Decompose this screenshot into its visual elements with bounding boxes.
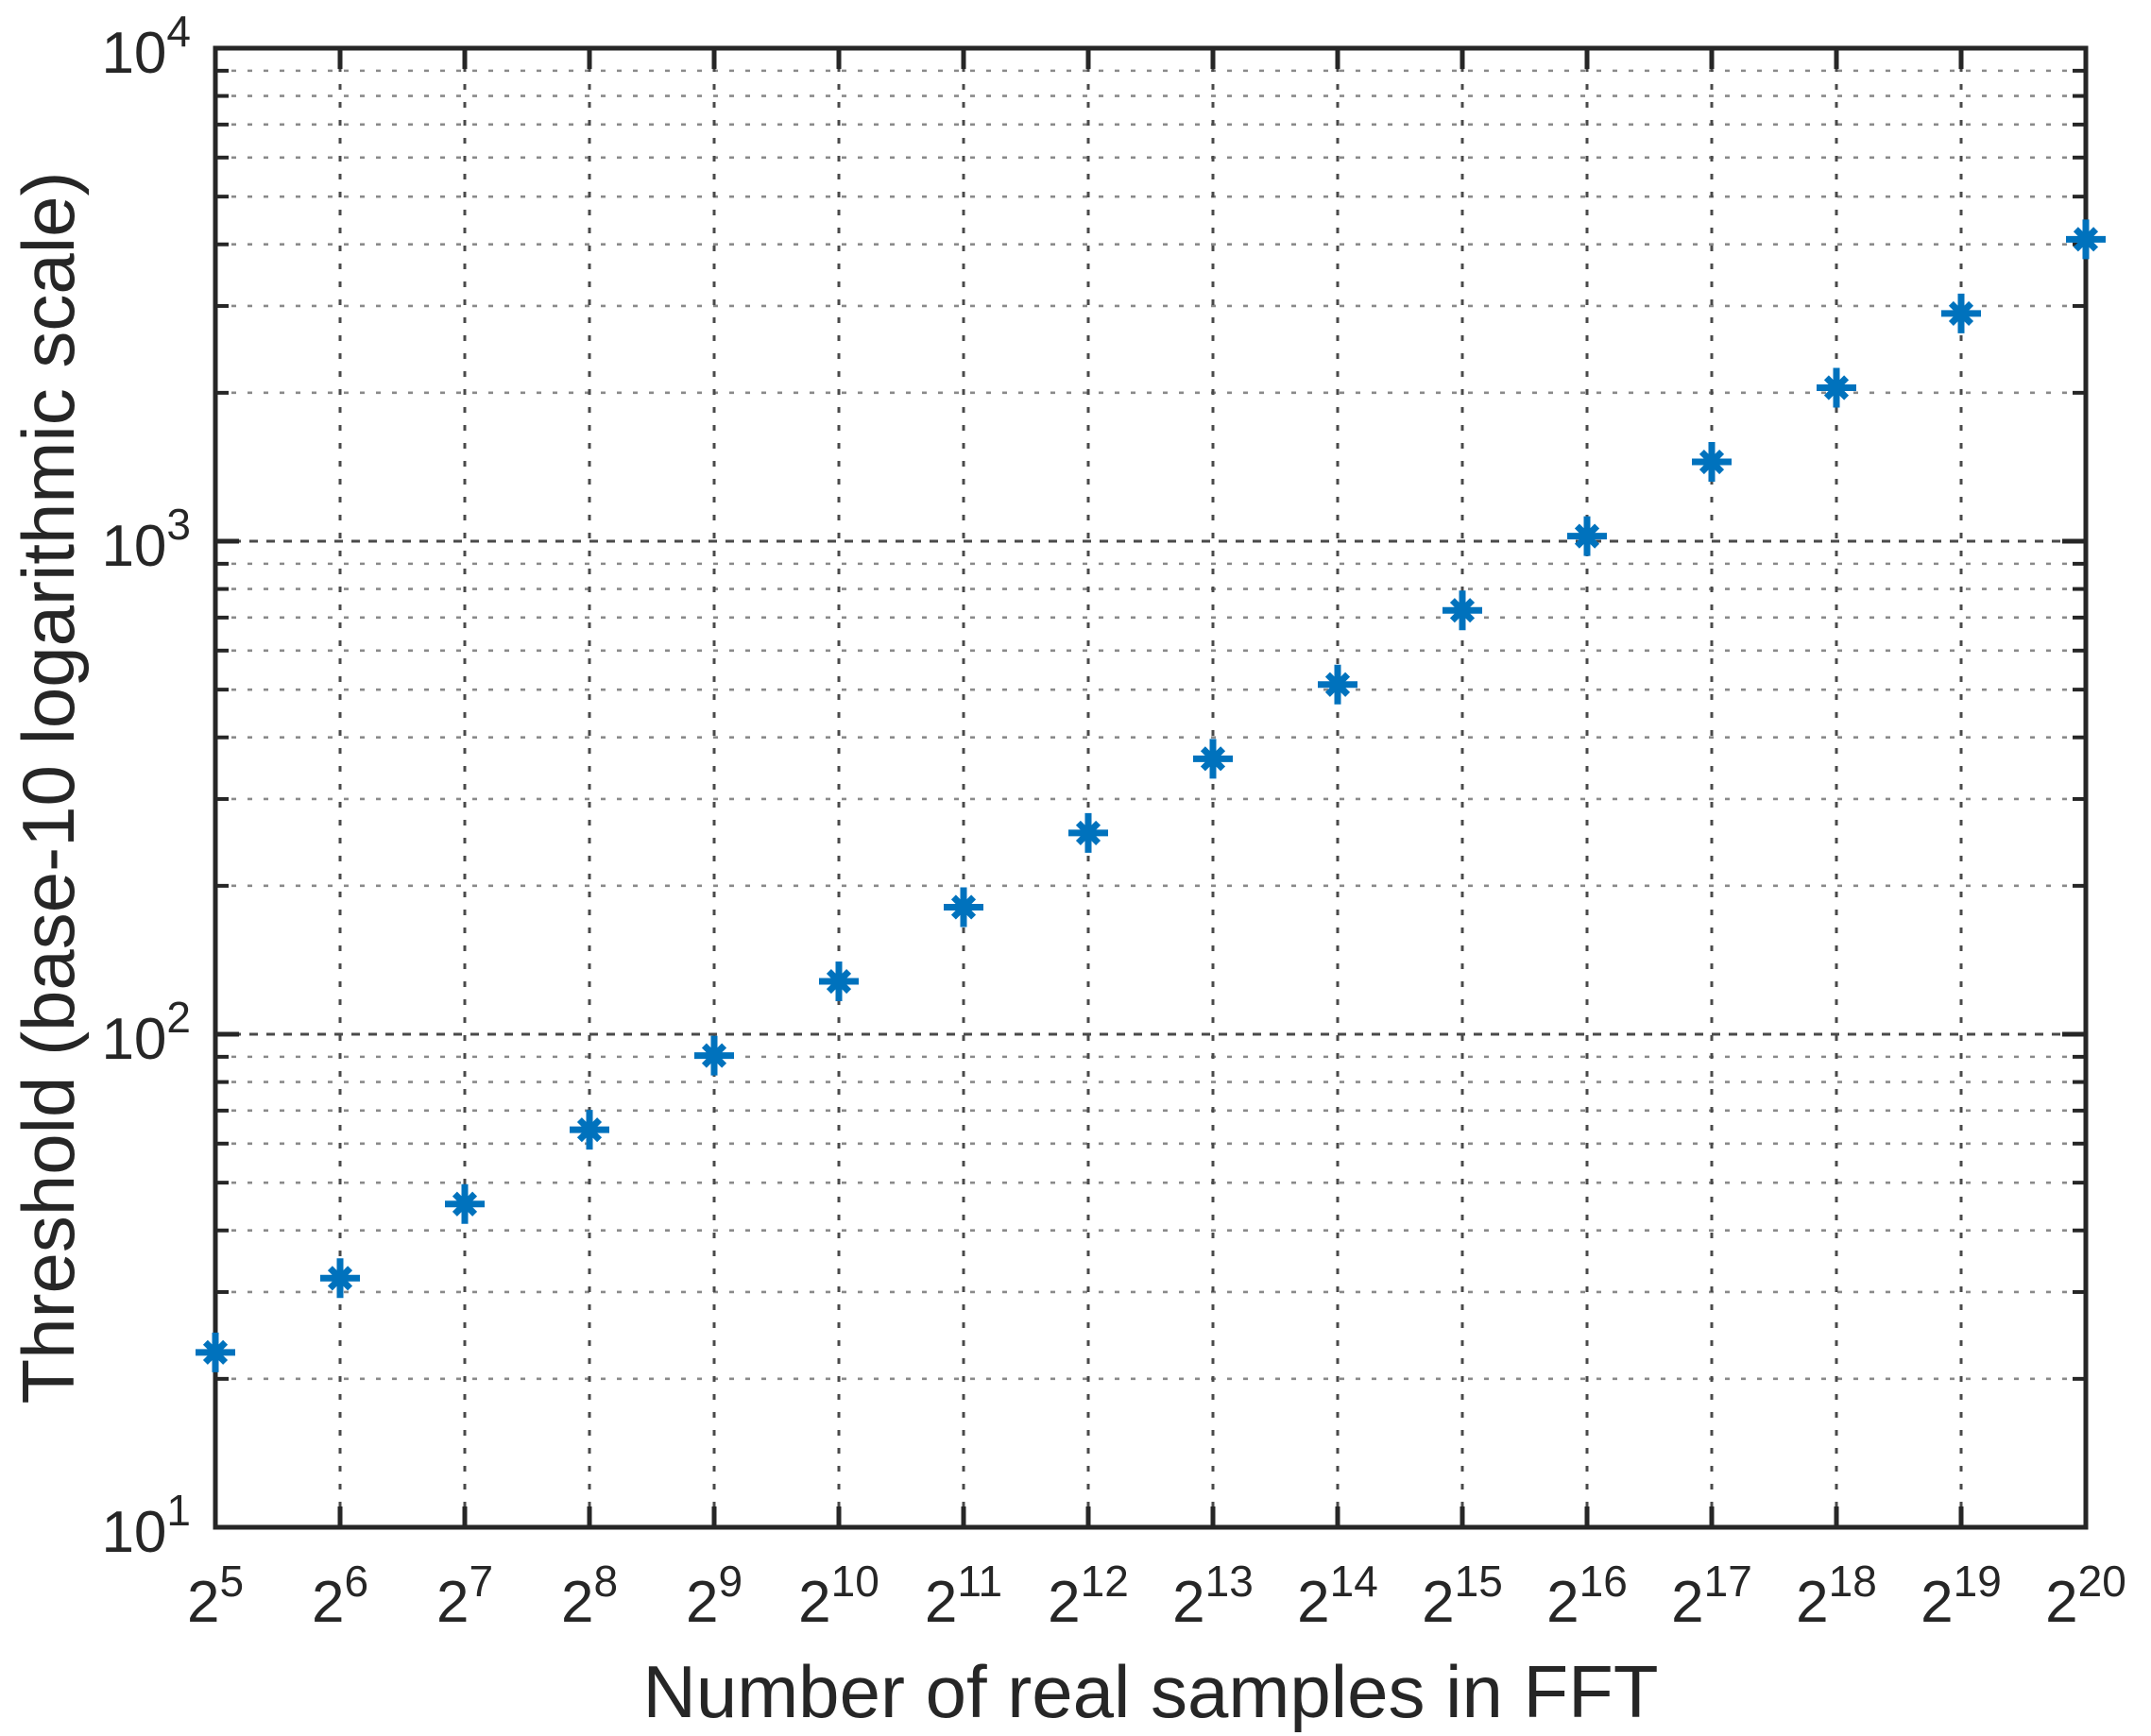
y-tick-label: 104 <box>101 7 191 86</box>
x-tick-label: 214 <box>1297 1557 1378 1635</box>
y-tick-label: 103 <box>101 500 191 579</box>
data-points <box>196 219 2106 1372</box>
x-tick-label: 220 <box>2045 1557 2126 1635</box>
x-axis-label: Number of real samples in FFT <box>643 1650 1659 1733</box>
minor-gridlines <box>215 69 2086 1381</box>
x-tick-label: 26 <box>312 1557 368 1635</box>
data-point <box>694 1035 734 1076</box>
data-point <box>1193 739 1233 779</box>
data-point <box>196 1332 235 1372</box>
x-tick-label: 217 <box>1671 1557 1752 1635</box>
x-tick-label: 211 <box>925 1557 1002 1635</box>
x-tick-label: 215 <box>1422 1557 1503 1635</box>
data-point <box>1068 812 1108 853</box>
y-tick-labels: 101 102 103 104 <box>101 7 191 1565</box>
y-tick-label: 101 <box>101 1486 191 1565</box>
x-tick-label: 216 <box>1546 1557 1628 1635</box>
data-point <box>2066 219 2106 260</box>
tick-marks <box>213 45 2089 1530</box>
y-tick-label: 102 <box>101 993 191 1072</box>
data-point <box>320 1258 360 1299</box>
major-gridlines <box>215 48 2088 1527</box>
x-tick-label: 213 <box>1172 1557 1254 1635</box>
x-tick-label: 28 <box>561 1557 618 1635</box>
x-tick-labels: 25 26 27 28 29 210 211 212 213 214 215 216 217 218 219… <box>187 1557 2126 1635</box>
x-tick-label: 29 <box>686 1557 743 1635</box>
data-point <box>1567 516 1607 556</box>
data-point <box>1817 367 1856 408</box>
x-tick-label: 27 <box>436 1557 493 1635</box>
data-point <box>944 887 983 928</box>
x-tick-label: 212 <box>1048 1557 1129 1635</box>
data-point <box>1692 442 1732 483</box>
data-point <box>1443 590 1482 631</box>
plot-border <box>213 45 2089 1530</box>
x-tick-label: 210 <box>798 1557 879 1635</box>
data-point <box>1941 293 1981 333</box>
x-tick-label: 25 <box>187 1557 244 1635</box>
x-tick-label: 219 <box>1921 1557 2002 1635</box>
data-point <box>1318 664 1357 705</box>
data-point <box>819 962 859 1002</box>
data-point <box>570 1110 609 1150</box>
y-axis-label: Threshold (base-10 logarithmic scale) <box>7 172 90 1404</box>
data-point <box>445 1183 485 1224</box>
x-tick-label: 218 <box>1796 1557 1877 1635</box>
